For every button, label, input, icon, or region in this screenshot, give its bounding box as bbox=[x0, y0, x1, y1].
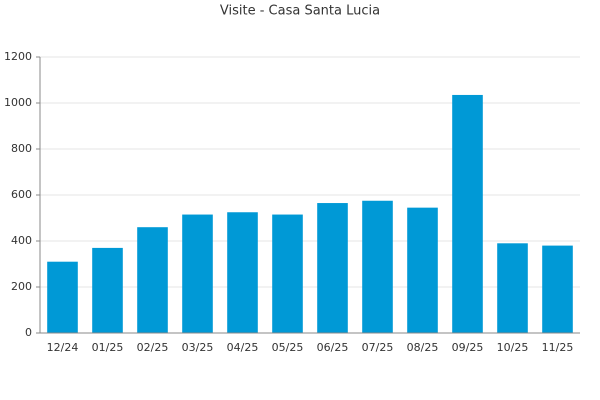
y-tick-label: 1000 bbox=[4, 96, 32, 109]
bar bbox=[542, 245, 573, 333]
y-tick-label: 600 bbox=[11, 188, 32, 201]
y-tick-label: 0 bbox=[25, 326, 32, 339]
chart-title: Visite - Casa Santa Lucia bbox=[220, 4, 380, 19]
bar bbox=[227, 212, 258, 333]
x-tick-label: 06/25 bbox=[317, 341, 349, 354]
x-tick-label: 12/24 bbox=[47, 341, 79, 354]
x-tick-label: 01/25 bbox=[92, 341, 124, 354]
y-tick-label: 1200 bbox=[4, 50, 32, 63]
bar bbox=[92, 247, 123, 333]
x-tick-label: 05/25 bbox=[272, 341, 304, 354]
x-tick-label: 10/25 bbox=[497, 341, 529, 354]
bar bbox=[452, 94, 483, 333]
x-tick-label: 04/25 bbox=[227, 341, 259, 354]
bar bbox=[317, 203, 348, 333]
x-tick-label: 03/25 bbox=[182, 341, 214, 354]
x-tick-label: 09/25 bbox=[452, 341, 484, 354]
x-tick-label: 11/25 bbox=[542, 341, 574, 354]
x-tick-label: 07/25 bbox=[362, 341, 394, 354]
bar bbox=[137, 227, 168, 333]
bar bbox=[182, 214, 213, 333]
x-tick-label: 02/25 bbox=[137, 341, 169, 354]
bar bbox=[497, 243, 528, 333]
y-tick-label: 400 bbox=[11, 234, 32, 247]
bar bbox=[47, 261, 78, 333]
x-tick-label: 08/25 bbox=[407, 341, 439, 354]
bar bbox=[272, 214, 303, 333]
bar bbox=[407, 207, 438, 333]
y-tick-label: 800 bbox=[11, 142, 32, 155]
bar bbox=[362, 200, 393, 333]
y-tick-label: 200 bbox=[11, 280, 32, 293]
